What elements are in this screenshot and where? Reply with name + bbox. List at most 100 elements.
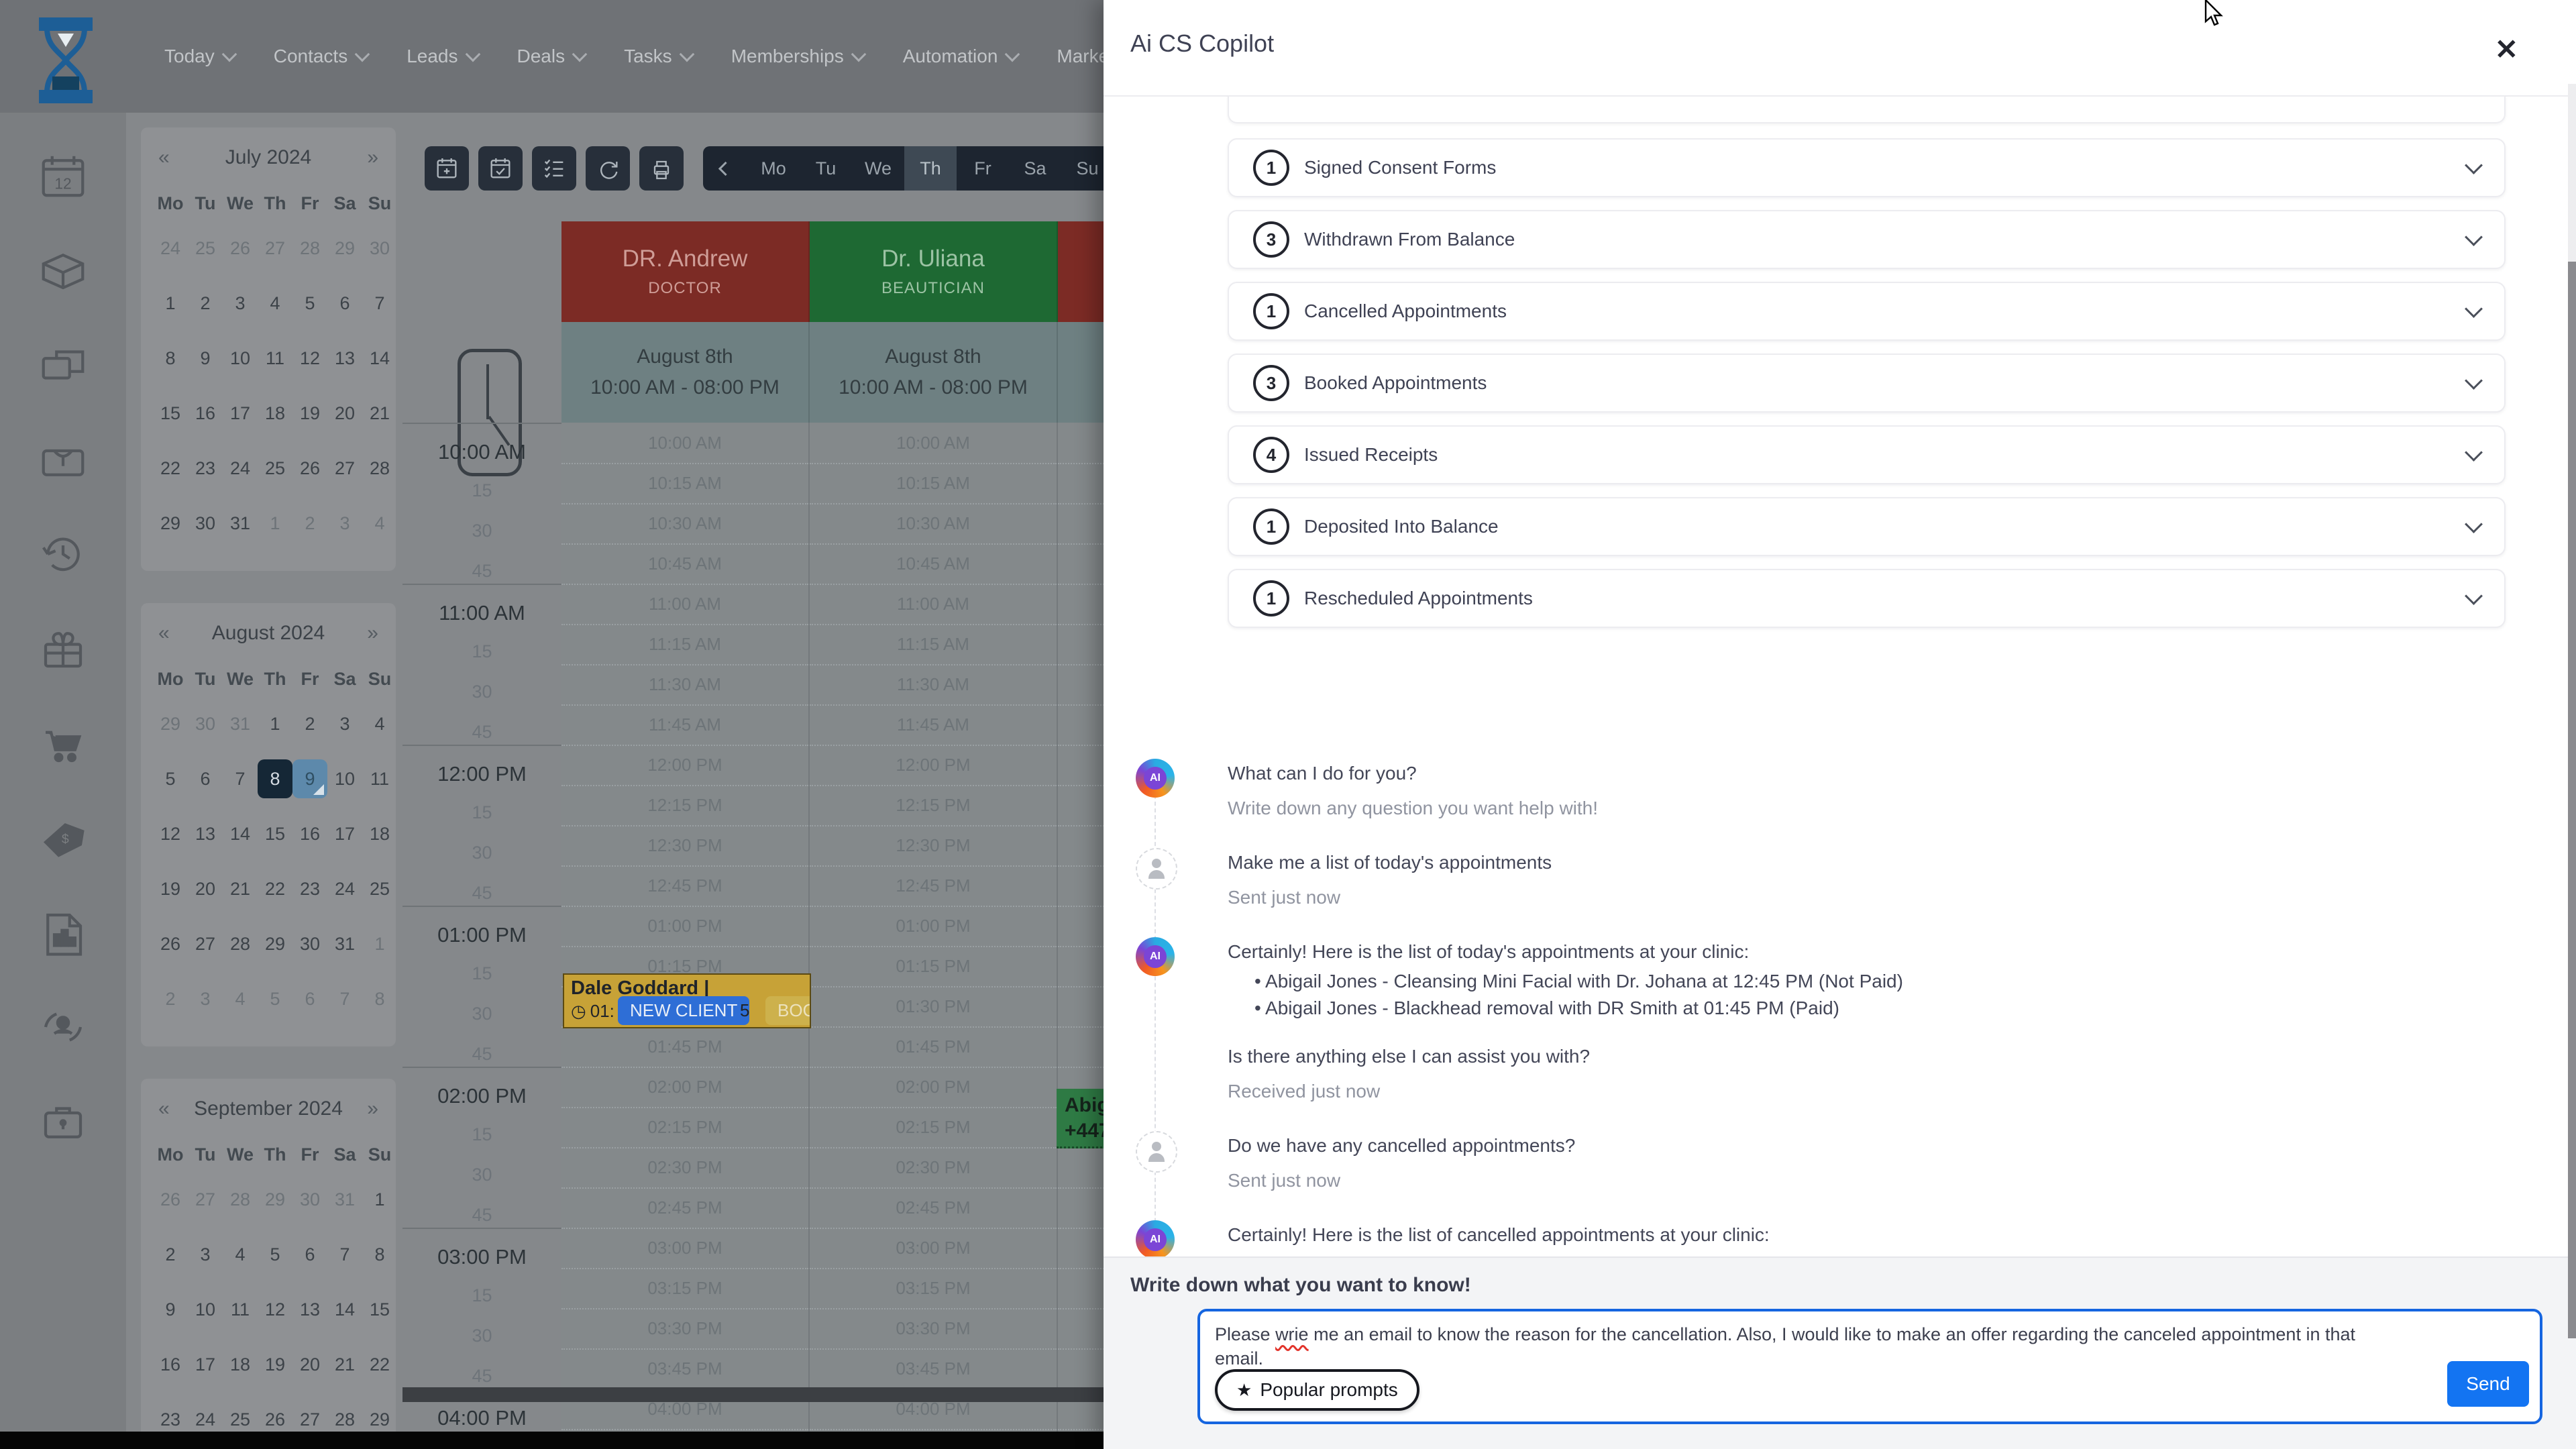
calendar-day[interactable]: 19 xyxy=(292,386,327,441)
calendar-day[interactable]: 13 xyxy=(188,806,223,861)
nav-item-memberships[interactable]: Memberships xyxy=(731,46,867,67)
calendar-day[interactable]: 22 xyxy=(362,1337,397,1392)
time-slot[interactable]: 12:30 PM xyxy=(561,825,808,867)
calendar-day[interactable]: 7 xyxy=(327,971,362,1026)
time-slot[interactable]: 03:15 PM xyxy=(810,1268,1057,1309)
calendar-prev-button[interactable]: « xyxy=(158,146,170,168)
time-slot[interactable]: 11:15 AM xyxy=(561,624,808,665)
calendar-day[interactable]: 19 xyxy=(153,861,188,916)
week-day-we[interactable]: We xyxy=(864,158,892,178)
calendar-day[interactable]: 4 xyxy=(223,971,258,1026)
time-slot[interactable]: 11:45 AM xyxy=(561,704,808,746)
time-slot[interactable]: 03:00 PM xyxy=(561,1228,808,1269)
calendar-day[interactable]: 4 xyxy=(258,276,292,331)
time-slot[interactable]: 10:15 AM xyxy=(810,463,1057,504)
briefcase-money-icon[interactable] xyxy=(37,433,89,486)
calendar-day[interactable]: 12 xyxy=(292,331,327,386)
time-slot[interactable]: 11:15 AM xyxy=(810,624,1057,665)
nav-item-leads[interactable]: Leads xyxy=(407,46,480,67)
calendar-day[interactable]: 26 xyxy=(153,1172,188,1227)
accordion-item-cancelled-appointments[interactable]: 1 Cancelled Appointments xyxy=(1228,282,2506,341)
calendar-day[interactable]: 3 xyxy=(327,696,362,751)
calendar-day[interactable]: 10 xyxy=(188,1282,223,1337)
time-slot[interactable]: 12:00 PM xyxy=(561,745,808,786)
time-slot[interactable]: 01:00 PM xyxy=(810,906,1057,947)
calendar-day[interactable]: 27 xyxy=(258,221,292,276)
week-day-fr[interactable]: Fr xyxy=(974,158,991,178)
calendar-day[interactable]: 7 xyxy=(327,1227,362,1282)
nav-item-contacts[interactable]: Contacts xyxy=(274,46,370,67)
report-icon[interactable] xyxy=(37,906,89,959)
calendar-day[interactable]: 11 xyxy=(362,751,397,806)
calendar-day[interactable]: 30 xyxy=(292,1172,327,1227)
case-lock-icon[interactable] xyxy=(37,1095,89,1148)
calendar-day[interactable]: 6 xyxy=(292,1227,327,1282)
time-slot[interactable]: 02:30 PM xyxy=(561,1147,808,1189)
calendar-day[interactable]: 14 xyxy=(327,1282,362,1337)
calendar-day[interactable]: 18 xyxy=(258,386,292,441)
calendar-day[interactable]: 22 xyxy=(153,441,188,496)
calendar-day[interactable]: 25 xyxy=(258,441,292,496)
price-tag-icon[interactable]: $ xyxy=(37,812,89,864)
calendar-day[interactable]: 21 xyxy=(327,1337,362,1392)
calendar-day[interactable]: 12 xyxy=(258,1282,292,1337)
week-day-su[interactable]: Su xyxy=(1076,158,1099,178)
copy-icon[interactable] xyxy=(37,339,89,391)
calendar-day[interactable]: 3 xyxy=(223,276,258,331)
calendar-day[interactable]: 5 xyxy=(258,971,292,1026)
calendar-day[interactable]: 6 xyxy=(327,276,362,331)
calendar-day[interactable]: 9 xyxy=(188,331,223,386)
popular-prompts-button[interactable]: ★ Popular prompts xyxy=(1215,1369,1419,1411)
week-day-mo[interactable]: Mo xyxy=(761,158,786,178)
calendar-day[interactable]: 7 xyxy=(223,751,258,806)
calendar-day[interactable]: 18 xyxy=(362,806,397,861)
calendar-day[interactable]: 28 xyxy=(223,1172,258,1227)
calendar-day[interactable]: 12 xyxy=(153,806,188,861)
time-slot[interactable]: 10:30 AM xyxy=(561,503,808,545)
time-slot[interactable]: 02:00 PM xyxy=(810,1067,1057,1108)
calendar-day[interactable]: 30 xyxy=(188,696,223,751)
time-slot[interactable]: 03:45 PM xyxy=(561,1348,808,1390)
calendar-day[interactable]: 20 xyxy=(327,386,362,441)
calendar-day[interactable]: 21 xyxy=(223,861,258,916)
time-slot[interactable]: 12:45 PM xyxy=(561,865,808,907)
close-icon[interactable]: ✕ xyxy=(2491,32,2522,66)
nav-item-today[interactable]: Today xyxy=(164,46,237,67)
calendar-day[interactable]: 4 xyxy=(362,496,397,551)
calendar-day[interactable]: 24 xyxy=(327,861,362,916)
calendar-prev-button[interactable]: « xyxy=(158,622,170,644)
calendar-day[interactable]: 29 xyxy=(153,696,188,751)
calendar-day[interactable]: 22 xyxy=(258,861,292,916)
time-slot[interactable]: 10:30 AM xyxy=(810,503,1057,545)
time-slot[interactable]: 03:30 PM xyxy=(561,1308,808,1350)
panel-scrollbar[interactable] xyxy=(2568,84,2576,1338)
calendar-prev-button[interactable]: « xyxy=(158,1097,170,1120)
calendar-day[interactable]: 20 xyxy=(188,861,223,916)
time-slot[interactable]: 03:30 PM xyxy=(810,1308,1057,1350)
calendar-day[interactable]: 28 xyxy=(327,1392,362,1447)
calendar-day[interactable]: 1 xyxy=(362,916,397,971)
calendar-day[interactable]: 23 xyxy=(153,1392,188,1447)
calendar-day[interactable]: 15 xyxy=(258,806,292,861)
appointment-dale-goddard[interactable]: Dale Goddard | ◷01: NEW CLIENT 5 BOOKED xyxy=(563,973,811,1028)
calendar-day[interactable]: 3 xyxy=(188,1227,223,1282)
calendar-day[interactable]: 15 xyxy=(362,1282,397,1337)
calendar-day[interactable]: 26 xyxy=(153,916,188,971)
calendar-day[interactable]: 28 xyxy=(223,916,258,971)
time-slot[interactable]: 03:15 PM xyxy=(561,1268,808,1309)
printer-button[interactable] xyxy=(639,146,684,191)
calendar-day[interactable]: 23 xyxy=(292,861,327,916)
calendar-day[interactable]: 14 xyxy=(223,806,258,861)
package-icon[interactable] xyxy=(37,244,89,297)
calendar-day[interactable]: 27 xyxy=(327,441,362,496)
time-slot[interactable]: 10:00 AM xyxy=(810,423,1057,464)
calendar-day[interactable]: 6 xyxy=(292,971,327,1026)
calendar-day[interactable]: 17 xyxy=(188,1337,223,1392)
nav-item-automation[interactable]: Automation xyxy=(903,46,1020,67)
calendar-day[interactable]: 17 xyxy=(327,806,362,861)
calendar-day[interactable]: 31 xyxy=(223,696,258,751)
time-slot[interactable]: 11:45 AM xyxy=(810,704,1057,746)
calendar-next-button[interactable]: » xyxy=(367,622,378,644)
